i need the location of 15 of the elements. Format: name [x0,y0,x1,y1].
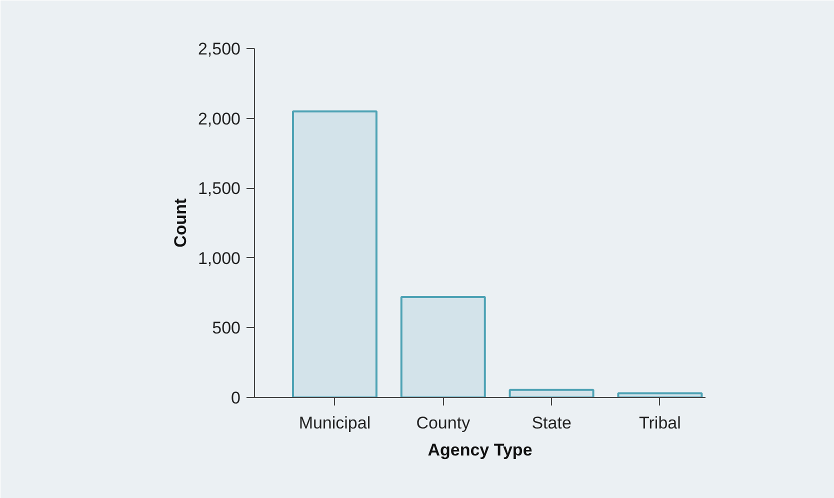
x-tick-label: State [532,414,572,432]
bar [508,388,594,398]
y-tick-label: 1,000 [198,248,241,268]
y-axis-title: Count [170,198,190,248]
y-tick-label: 2,000 [198,109,241,128]
x-tick-label: County [416,414,471,432]
x-tick-label: Municipal [298,414,371,432]
bar [292,110,378,398]
x-axis-title: Agency Type [428,440,532,460]
y-tick-label: 500 [212,318,241,338]
bar [400,296,486,398]
y-tick-label: 1,500 [198,179,241,198]
y-tick-label: 2,500 [198,40,241,58]
x-tick-label: Tribal [639,414,681,432]
y-tick-label: 0 [231,388,241,408]
